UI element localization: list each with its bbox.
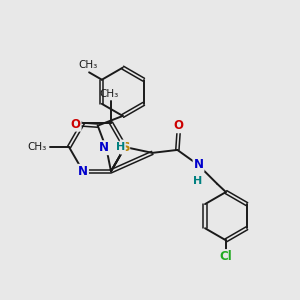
Text: N: N — [78, 165, 88, 178]
Text: N: N — [99, 141, 109, 154]
Text: H: H — [116, 142, 125, 152]
Text: O: O — [71, 118, 81, 131]
Text: O: O — [174, 119, 184, 132]
Text: S: S — [121, 141, 129, 154]
Text: Cl: Cl — [220, 250, 232, 263]
Text: CH₃: CH₃ — [78, 60, 97, 70]
Text: H: H — [193, 176, 203, 186]
Text: CH₃: CH₃ — [99, 89, 118, 99]
Text: N: N — [194, 158, 204, 171]
Text: CH₃: CH₃ — [28, 142, 47, 152]
